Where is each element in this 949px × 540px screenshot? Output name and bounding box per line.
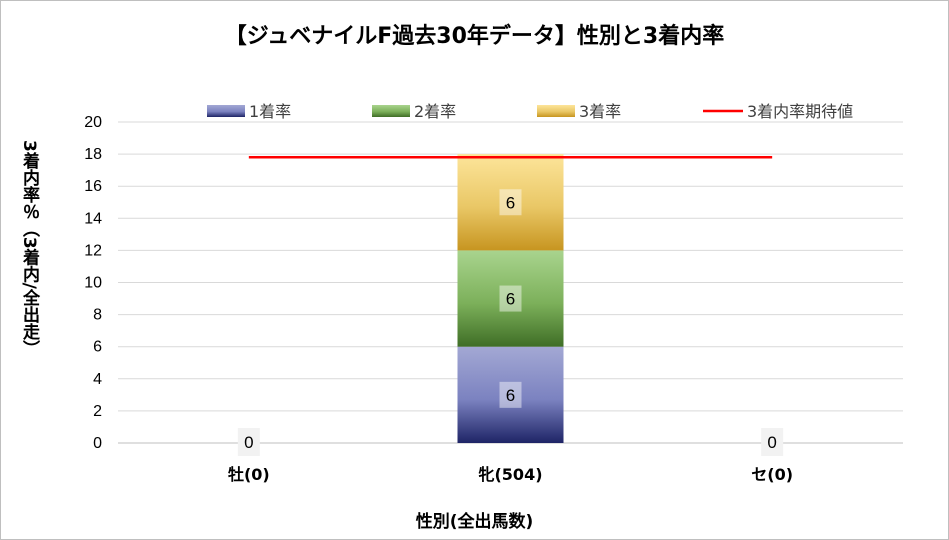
data-label-bg [499,189,522,216]
y-tick-label: 12 [84,242,102,259]
bar-segment-3 [457,154,564,251]
x-tick-label: セ(0) [751,465,793,484]
y-tick-label: 2 [93,403,102,420]
x-tick-label: 牡(0) [228,465,270,484]
y-tick-label: 16 [84,178,102,195]
data-label: 6 [506,290,515,309]
legend-swatch [372,105,410,117]
data-label: 6 [506,386,515,405]
legend-label: 1着率 [249,102,291,121]
legend-swatch [207,105,245,117]
data-label-bg [499,285,522,312]
y-tick-label: 20 [84,114,102,131]
total-label: 0 [767,433,776,452]
y-tick-label: 14 [84,210,102,227]
y-tick-label: 8 [93,307,102,324]
legend-label: 3着率 [579,102,621,121]
x-axis-label: 性別(全出馬数) [415,512,534,532]
y-tick-label: 0 [93,435,102,452]
legend-label: 2着率 [414,102,456,121]
y-tick-label: 4 [93,371,102,388]
chart-title: 【ジュベナイルF過去30年データ】性別と3着内率 [224,24,725,49]
legend-label: 3着内率期待値 [747,102,853,121]
total-label-bg [761,428,784,456]
x-tick-label: 牝(504) [478,465,542,484]
total-label-bg [237,428,260,456]
bar-segment-1 [457,346,564,443]
bar-segment-2 [457,250,564,347]
legend-swatch [537,105,575,117]
y-tick-label: 6 [93,339,102,356]
total-label: 0 [244,433,253,452]
data-label-bg [499,381,522,408]
y-axis-label: 3着内率％（3着内/全出走） [19,140,39,357]
y-tick-label: 18 [84,146,102,163]
data-label: 6 [506,193,515,212]
y-tick-label: 10 [84,275,102,292]
